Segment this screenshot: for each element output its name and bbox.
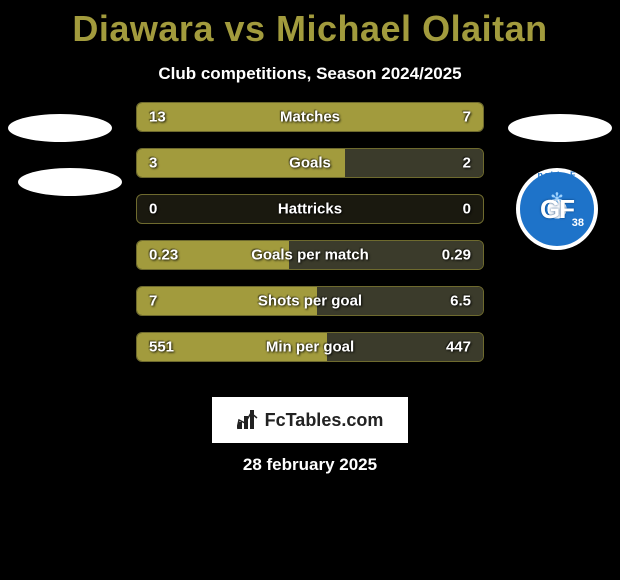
generation-date: 28 february 2025 (0, 455, 620, 475)
bar-chart-icon (237, 410, 259, 430)
page-subtitle: Club competitions, Season 2024/2025 (0, 64, 620, 84)
player2-avatar-placeholder (508, 114, 612, 142)
fctables-badge: FcTables.com (210, 395, 410, 445)
stat-row: 00Hattricks (136, 194, 484, 224)
stat-row: 137Matches (136, 102, 484, 132)
page-title: Diawara vs Michael Olaitan (0, 0, 620, 50)
stat-bars-container: 137Matches 32Goals 00Hattricks 0.230.29Goal… (136, 102, 484, 378)
stat-row: 551447Min per goal (136, 332, 484, 362)
club-badge-number: 38 (572, 217, 584, 229)
player2-club-badge: noble F ✻ GF 38 (516, 168, 598, 250)
stat-row: 0.230.29Goals per match (136, 240, 484, 270)
stat-row: 76.5Shots per goal (136, 286, 484, 316)
player1-avatar-placeholder-2 (18, 168, 122, 196)
stat-row: 32Goals (136, 148, 484, 178)
fctables-brand-text: FcTables.com (265, 410, 384, 431)
club-badge-inner: ✻ GF 38 (520, 172, 594, 246)
stat-label: Goals (137, 155, 483, 172)
stat-label: Shots per goal (137, 293, 483, 310)
stat-label: Hattricks (137, 201, 483, 218)
stat-label: Min per goal (137, 339, 483, 356)
player1-avatar-placeholder-1 (8, 114, 112, 142)
stat-label: Matches (137, 109, 483, 126)
club-badge-main-text: GF (540, 194, 574, 225)
stat-label: Goals per match (137, 247, 483, 264)
